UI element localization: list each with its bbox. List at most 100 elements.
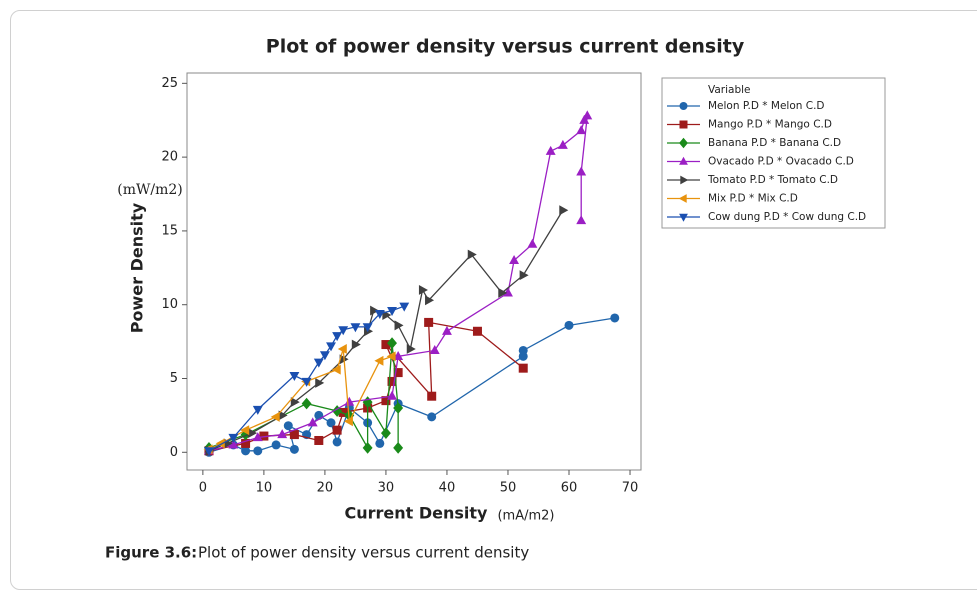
- marker: [332, 425, 342, 435]
- marker: [610, 313, 620, 323]
- x-tick-label: 40: [439, 481, 456, 496]
- marker: [509, 255, 520, 265]
- y-tick-label: 15: [161, 223, 178, 238]
- marker: [406, 344, 416, 354]
- marker: [374, 309, 385, 319]
- marker: [576, 215, 587, 225]
- marker: [362, 323, 373, 333]
- marker: [338, 326, 349, 336]
- marker: [270, 411, 280, 422]
- marker: [387, 307, 397, 317]
- marker: [399, 302, 410, 312]
- marker: [564, 320, 574, 330]
- y-tick-label: 25: [161, 76, 178, 91]
- marker: [331, 364, 341, 375]
- legend-marker: [680, 175, 689, 185]
- marker: [301, 377, 312, 387]
- marker: [370, 305, 380, 316]
- y-tick-label: 20: [161, 150, 178, 165]
- y-axis-unit: (mW/m2): [117, 182, 183, 198]
- marker: [527, 238, 538, 248]
- marker: [278, 410, 288, 421]
- y-axis-label: Power Density: [128, 202, 147, 333]
- legend-label: Ovacado P.D * Ovacado C.D: [708, 156, 854, 168]
- marker: [289, 371, 300, 381]
- marker: [343, 416, 353, 427]
- marker: [393, 442, 404, 454]
- marker: [248, 428, 258, 439]
- marker: [393, 402, 404, 414]
- x-axis-label: Current Density: [345, 504, 489, 523]
- marker: [418, 284, 428, 295]
- marker: [442, 325, 452, 335]
- marker: [228, 439, 239, 449]
- marker: [337, 344, 347, 354]
- marker: [427, 391, 437, 401]
- marker: [240, 425, 250, 436]
- marker: [332, 437, 342, 447]
- caption-label: Figure 3.6:: [105, 544, 197, 562]
- marker: [394, 320, 404, 331]
- x-tick-label: 60: [561, 481, 578, 496]
- marker: [576, 125, 587, 135]
- marker: [313, 358, 324, 368]
- marker: [576, 166, 587, 176]
- marker: [271, 440, 281, 450]
- marker: [228, 433, 239, 443]
- marker: [498, 287, 508, 298]
- x-tick-label: 0: [199, 481, 207, 496]
- marker: [386, 351, 396, 362]
- marker: [204, 447, 214, 457]
- marker: [290, 397, 300, 408]
- legend-marker: [679, 213, 688, 222]
- marker: [582, 110, 593, 120]
- marker: [315, 377, 325, 388]
- marker: [241, 446, 251, 456]
- marker: [252, 405, 263, 415]
- marker: [326, 418, 336, 428]
- x-tick-label: 30: [378, 481, 395, 496]
- marker: [467, 249, 477, 260]
- marker: [332, 332, 343, 342]
- marker: [319, 351, 330, 361]
- legend-marker: [679, 102, 688, 110]
- marker: [362, 442, 373, 454]
- marker: [393, 350, 404, 360]
- series-line: [208, 209, 564, 452]
- marker: [375, 438, 385, 448]
- marker: [427, 412, 437, 422]
- marker: [425, 295, 435, 306]
- marker: [289, 430, 299, 440]
- marker: [518, 345, 528, 355]
- marker: [387, 390, 397, 400]
- legend-marker: [678, 194, 687, 203]
- legend-label: Melon P.D * Melon C.D: [708, 100, 825, 112]
- marker: [518, 363, 528, 373]
- marker: [351, 339, 361, 350]
- caption-text: Plot of power density versus current den…: [198, 544, 529, 562]
- x-axis-unit: (mA/m2): [497, 509, 554, 524]
- legend-label: Tomato P.D * Tomato C.D: [707, 174, 838, 186]
- legend-label: Mix P.D * Mix C.D: [708, 193, 798, 205]
- marker: [307, 417, 318, 427]
- chart-title: Plot of power density versus current den…: [266, 36, 745, 58]
- legend-marker: [679, 137, 688, 149]
- marker: [253, 446, 263, 456]
- legend-box: [661, 77, 886, 229]
- marker: [259, 431, 269, 441]
- marker: [344, 396, 355, 406]
- y-tick-label: 5: [170, 371, 178, 386]
- marker: [215, 438, 225, 449]
- y-tick-label: 0: [170, 445, 178, 460]
- y-tick-label: 10: [161, 297, 178, 312]
- marker: [301, 397, 312, 410]
- marker: [429, 345, 440, 355]
- marker: [374, 355, 384, 366]
- legend-label: Banana P.D * Banana C.D: [708, 137, 841, 149]
- plot-area: [186, 72, 642, 471]
- marker: [289, 444, 299, 454]
- x-tick-label: 10: [256, 481, 273, 496]
- legend-marker: [679, 156, 688, 165]
- x-tick-label: 20: [317, 481, 334, 496]
